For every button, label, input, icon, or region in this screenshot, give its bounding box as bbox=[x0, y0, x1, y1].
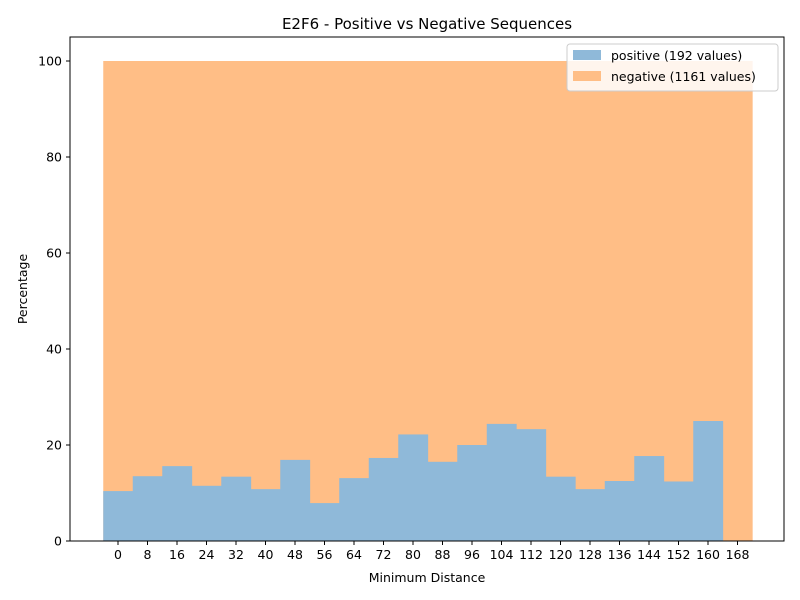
bar-negative-40 bbox=[250, 61, 281, 541]
bar-positive-88 bbox=[427, 461, 458, 541]
bar-negative-8 bbox=[132, 61, 163, 541]
plot-frame bbox=[69, 36, 785, 542]
bar-positive-160 bbox=[693, 421, 724, 541]
x-tick-label-144: 144 bbox=[637, 547, 661, 562]
legend-label-negative: negative (1161 values) bbox=[611, 69, 756, 84]
bar-negative-24 bbox=[191, 61, 222, 541]
y-tick-label-40: 40 bbox=[46, 342, 62, 357]
x-tick-label-0: 0 bbox=[114, 547, 122, 562]
x-tick-label-8: 8 bbox=[144, 547, 152, 562]
y-axis-label: Percentage bbox=[15, 254, 30, 325]
plot-area bbox=[103, 61, 753, 541]
x-tick-label-168: 168 bbox=[726, 547, 750, 562]
bar-negative-88 bbox=[427, 61, 458, 541]
bar-positive-0 bbox=[103, 491, 134, 541]
bar-positive-128 bbox=[575, 489, 606, 541]
bar-negative-152 bbox=[663, 61, 694, 541]
bar-negative-136 bbox=[604, 61, 635, 541]
bar-negative-120 bbox=[545, 61, 576, 541]
x-tick-label-64: 64 bbox=[346, 547, 362, 562]
bar-negative-64 bbox=[339, 61, 370, 541]
bar-positive-136 bbox=[604, 481, 635, 541]
bar-positive-40 bbox=[250, 489, 281, 541]
bar-negative-0 bbox=[103, 61, 134, 541]
x-tick-label-88: 88 bbox=[435, 547, 451, 562]
bar-positive-152 bbox=[663, 481, 694, 541]
bar-negative-128 bbox=[575, 61, 606, 541]
bar-positive-48 bbox=[280, 459, 311, 541]
y-axis: 0 20 40 60 80 100 bbox=[38, 54, 70, 549]
x-axis: 0 8 16 24 32 40 48 56 64 72 80 88 96 104 112 120 128 136 1… bbox=[114, 541, 749, 562]
bar-positive-112 bbox=[516, 429, 547, 541]
x-tick-label-96: 96 bbox=[464, 547, 480, 562]
x-tick-label-48: 48 bbox=[287, 547, 303, 562]
legend-swatch-positive bbox=[573, 50, 601, 60]
bar-positive-56 bbox=[309, 503, 340, 541]
bar-positive-24 bbox=[191, 485, 222, 541]
bar-positive-32 bbox=[221, 476, 252, 541]
x-axis-label: Minimum Distance bbox=[369, 570, 486, 585]
legend-label-positive: positive (192 values) bbox=[611, 48, 742, 63]
bar-negative-56 bbox=[309, 61, 340, 541]
chart-title: E2F6 - Positive vs Negative Sequences bbox=[282, 15, 572, 33]
x-tick-label-56: 56 bbox=[317, 547, 333, 562]
bar-positive-64 bbox=[339, 478, 370, 541]
x-tick-label-72: 72 bbox=[376, 547, 392, 562]
bar-positive-120 bbox=[545, 476, 576, 541]
y-tick-label-60: 60 bbox=[46, 246, 62, 261]
bar-negative-16 bbox=[162, 61, 193, 541]
x-tick-label-80: 80 bbox=[405, 547, 421, 562]
y-tick-label-100: 100 bbox=[38, 54, 62, 69]
bar-positive-16 bbox=[162, 466, 193, 541]
legend: positive (192 values) negative (1161 val… bbox=[566, 43, 779, 92]
y-tick-label-20: 20 bbox=[46, 438, 62, 453]
x-tick-label-16: 16 bbox=[169, 547, 185, 562]
bar-negative-32 bbox=[221, 61, 252, 541]
legend-swatch-negative bbox=[573, 71, 601, 81]
bar-positive-96 bbox=[457, 445, 488, 541]
x-tick-label-112: 112 bbox=[519, 547, 543, 562]
bar-positive-104 bbox=[486, 423, 517, 541]
bar-positive-8 bbox=[132, 476, 163, 541]
y-tick-label-80: 80 bbox=[46, 150, 62, 165]
x-tick-label-104: 104 bbox=[490, 547, 514, 562]
y-tick-label-0: 0 bbox=[54, 534, 62, 549]
x-tick-label-24: 24 bbox=[199, 547, 215, 562]
x-tick-label-152: 152 bbox=[667, 547, 691, 562]
x-tick-label-136: 136 bbox=[608, 547, 632, 562]
bar-positive-80 bbox=[398, 434, 429, 541]
x-tick-label-128: 128 bbox=[578, 547, 602, 562]
x-tick-label-120: 120 bbox=[549, 547, 573, 562]
legend-box bbox=[566, 43, 779, 92]
x-tick-label-40: 40 bbox=[258, 547, 274, 562]
bar-negative-168 bbox=[722, 61, 753, 541]
bar-positive-72 bbox=[368, 457, 399, 541]
bar-positive-144 bbox=[634, 456, 665, 541]
x-tick-label-32: 32 bbox=[228, 547, 244, 562]
x-tick-label-160: 160 bbox=[696, 547, 720, 562]
